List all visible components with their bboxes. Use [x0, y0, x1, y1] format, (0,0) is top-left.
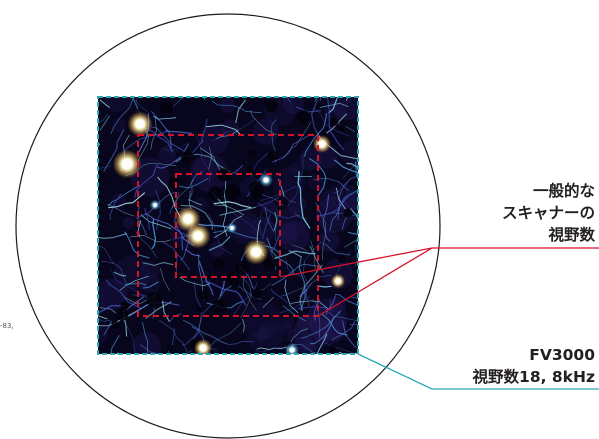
scanner-label-line1: 一般的な: [532, 182, 595, 200]
fv3000-fov-box: [97, 96, 359, 355]
edge-text-fragment: -83,: [0, 322, 14, 330]
neuron-fluorescence-image: [98, 97, 358, 354]
fv3000-label-line2: 視野数18, 8kHz: [472, 368, 595, 386]
scanner-fov-box-outer: [137, 134, 319, 317]
scanner-leader-lines: [279, 247, 599, 317]
scanner-fov-box-inner: [175, 173, 281, 278]
scanner-fov-label: 一般的な スキャナーの 視野数: [502, 180, 595, 246]
scanner-label-line2: スキャナーの: [501, 204, 595, 222]
fv3000-fov-label: FV3000 視野数18, 8kHz: [473, 344, 595, 388]
fv3000-label-line1: FV3000: [529, 346, 595, 364]
scanner-label-line3: 視野数: [548, 226, 595, 244]
fv3000-leader-line: [357, 353, 599, 390]
field-of-view-circle: [15, 13, 441, 439]
